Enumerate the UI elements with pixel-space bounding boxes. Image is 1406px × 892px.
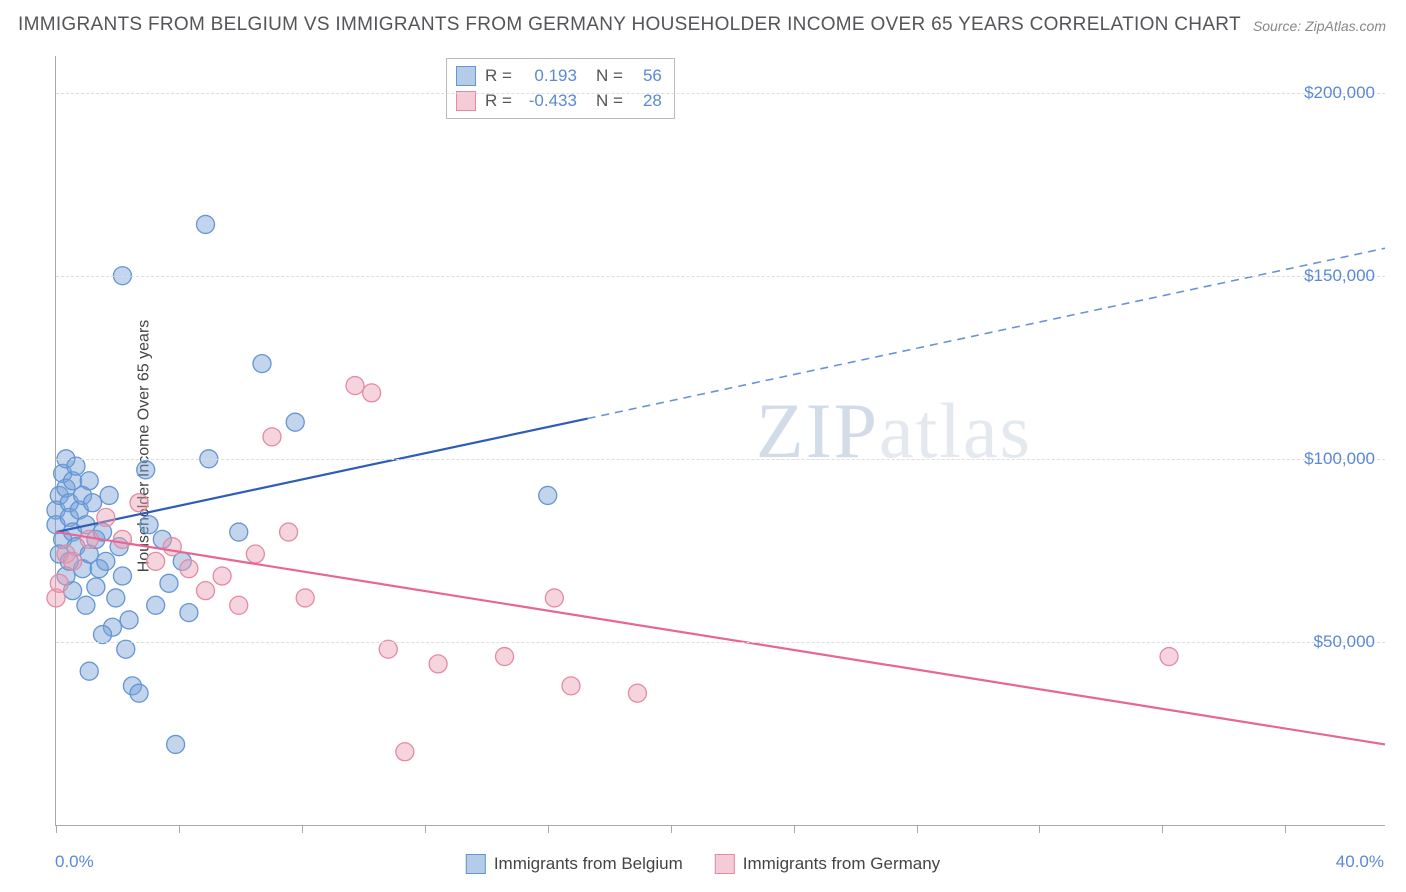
scatter-point <box>180 560 198 578</box>
x-tick <box>1162 825 1163 833</box>
bottom-legend: Immigrants from Belgium Immigrants from … <box>466 854 940 874</box>
plot-area: ZIPatlas R = 0.193 N = 56 R = -0.433 N =… <box>55 56 1385 826</box>
chart-title: IMMIGRANTS FROM BELGIUM VS IMMIGRANTS FR… <box>18 14 1241 36</box>
scatter-point <box>113 567 131 585</box>
scatter-point <box>147 596 165 614</box>
x-tick <box>425 825 426 833</box>
scatter-point <box>97 552 115 570</box>
scatter-point <box>197 582 215 600</box>
scatter-point <box>197 215 215 233</box>
trend-line <box>56 419 588 533</box>
scatter-point <box>107 589 125 607</box>
chip-icon <box>456 66 476 86</box>
scatter-point <box>253 355 271 373</box>
legend-item-belgium: Immigrants from Belgium <box>466 854 683 874</box>
scatter-point <box>130 494 148 512</box>
scatter-point <box>180 604 198 622</box>
stat-r-label: R = <box>485 64 512 89</box>
scatter-point <box>539 486 557 504</box>
x-tick <box>548 825 549 833</box>
scatter-point <box>147 552 165 570</box>
scatter-point <box>67 457 85 475</box>
scatter-point <box>296 589 314 607</box>
y-tick-label: $150,000 <box>1304 266 1375 286</box>
scatter-point <box>84 494 102 512</box>
gridline <box>56 93 1385 94</box>
gridline <box>56 459 1385 460</box>
y-tick-label: $50,000 <box>1314 632 1375 652</box>
gridline <box>56 276 1385 277</box>
legend-stats-box: R = 0.193 N = 56 R = -0.433 N = 28 <box>446 58 675 119</box>
scatter-point <box>379 640 397 658</box>
scatter-point <box>429 655 447 673</box>
scatter-point <box>167 735 185 753</box>
scatter-point <box>246 545 264 563</box>
chip-icon <box>456 91 476 111</box>
y-tick-label: $100,000 <box>1304 449 1375 469</box>
legend-label: Immigrants from Belgium <box>494 854 683 874</box>
scatter-point <box>80 472 98 490</box>
chip-icon <box>466 854 486 874</box>
scatter-point <box>230 596 248 614</box>
x-tick <box>302 825 303 833</box>
gridline <box>56 642 1385 643</box>
stat-n-label: N = <box>596 64 623 89</box>
scatter-point <box>496 648 514 666</box>
plot-svg <box>56 56 1385 825</box>
scatter-point <box>230 523 248 541</box>
scatter-point <box>120 611 138 629</box>
scatter-point <box>117 640 135 658</box>
scatter-point <box>280 523 298 541</box>
scatter-point <box>130 684 148 702</box>
scatter-point <box>545 589 563 607</box>
scatter-point <box>100 486 118 504</box>
legend-stats-row-belgium: R = 0.193 N = 56 <box>456 64 662 89</box>
scatter-point <box>137 461 155 479</box>
scatter-point <box>562 677 580 695</box>
scatter-point <box>628 684 646 702</box>
x-tick <box>179 825 180 833</box>
scatter-point <box>1160 648 1178 666</box>
scatter-point <box>140 516 158 534</box>
scatter-point <box>97 508 115 526</box>
scatter-point <box>50 574 68 592</box>
scatter-point <box>87 578 105 596</box>
scatter-point <box>163 538 181 556</box>
x-axis-max-label: 40.0% <box>1336 852 1384 872</box>
x-tick <box>671 825 672 833</box>
y-tick-label: $200,000 <box>1304 83 1375 103</box>
scatter-point <box>160 574 178 592</box>
stat-n-value: 56 <box>632 64 662 89</box>
x-tick <box>794 825 795 833</box>
x-tick <box>917 825 918 833</box>
x-tick <box>1039 825 1040 833</box>
scatter-point <box>77 596 95 614</box>
x-tick <box>56 825 57 833</box>
x-tick <box>1285 825 1286 833</box>
legend-item-germany: Immigrants from Germany <box>715 854 940 874</box>
scatter-point <box>80 662 98 680</box>
scatter-point <box>263 428 281 446</box>
scatter-point <box>363 384 381 402</box>
stat-r-value: 0.193 <box>521 64 577 89</box>
scatter-point <box>113 530 131 548</box>
trend-line <box>56 532 1385 744</box>
scatter-point <box>64 552 82 570</box>
scatter-point <box>94 626 112 644</box>
source-attribution: Source: ZipAtlas.com <box>1253 18 1386 34</box>
legend-label: Immigrants from Germany <box>743 854 940 874</box>
trend-line <box>588 248 1385 418</box>
scatter-point <box>213 567 231 585</box>
scatter-point <box>396 743 414 761</box>
chip-icon <box>715 854 735 874</box>
x-axis-min-label: 0.0% <box>55 852 94 872</box>
scatter-point <box>286 413 304 431</box>
scatter-point <box>346 377 364 395</box>
